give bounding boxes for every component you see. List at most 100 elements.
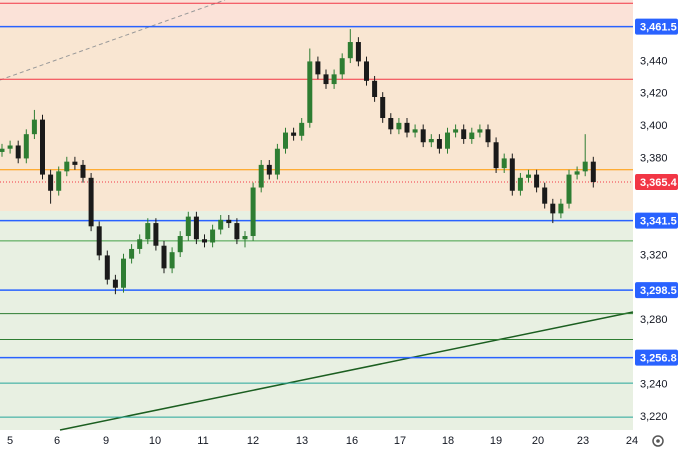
candle-body bbox=[23, 134, 29, 159]
candle-body bbox=[234, 223, 240, 240]
x-tick-label: 16 bbox=[346, 435, 358, 447]
x-tick-label: 19 bbox=[490, 435, 502, 447]
candle-body bbox=[582, 161, 588, 172]
candle-body bbox=[347, 42, 353, 59]
candle-body bbox=[129, 248, 135, 259]
candle-body bbox=[193, 216, 199, 240]
candle-body bbox=[517, 177, 523, 191]
candle-body bbox=[558, 203, 564, 214]
candle-body bbox=[96, 226, 102, 256]
candle-body bbox=[242, 236, 248, 240]
candle-body bbox=[7, 145, 13, 149]
candle-body bbox=[509, 158, 515, 191]
candle-body bbox=[64, 161, 70, 172]
candle-body bbox=[355, 42, 361, 62]
candle-body bbox=[72, 161, 78, 165]
zone-top bbox=[0, 0, 633, 27]
candle-body bbox=[0, 148, 5, 152]
price-badge-label: 3,256.8 bbox=[640, 352, 677, 364]
settings-icon[interactable] bbox=[652, 435, 664, 447]
candle-body bbox=[153, 223, 159, 246]
candle-body bbox=[493, 142, 499, 169]
candle-body bbox=[250, 187, 256, 237]
candle-body bbox=[469, 132, 475, 140]
candle-body bbox=[501, 158, 507, 169]
candle-body bbox=[477, 129, 483, 133]
y-tick-label: 3,440 bbox=[640, 55, 668, 67]
candle-body bbox=[445, 132, 450, 149]
price-badge bbox=[635, 174, 678, 191]
price-badge-label: 3,461.5 bbox=[640, 22, 677, 34]
candle-body bbox=[56, 171, 62, 191]
candle-body bbox=[396, 122, 402, 130]
price-badge bbox=[635, 18, 678, 35]
candle-body bbox=[121, 258, 126, 288]
candle-body bbox=[331, 74, 337, 85]
x-tick-label: 17 bbox=[394, 435, 406, 447]
candle-body bbox=[226, 219, 232, 224]
candle-body bbox=[48, 174, 54, 191]
candle-body bbox=[112, 279, 118, 288]
candle-body bbox=[307, 61, 313, 123]
candle-body bbox=[372, 80, 378, 97]
candle-body bbox=[161, 245, 167, 269]
candle-body bbox=[453, 129, 459, 133]
candle-body bbox=[550, 203, 556, 214]
y-tick-label: 3,220 bbox=[640, 411, 668, 423]
candle-body bbox=[323, 74, 329, 85]
candle-body bbox=[88, 177, 94, 227]
levels bbox=[0, 2, 633, 418]
candle-body bbox=[299, 122, 305, 136]
y-tick-label: 3,320 bbox=[640, 249, 668, 261]
candle-body bbox=[526, 174, 531, 178]
price-badge bbox=[635, 212, 678, 229]
candle-body bbox=[145, 223, 151, 240]
settings-icon-dot bbox=[656, 439, 660, 443]
candle-body bbox=[590, 161, 596, 183]
y-tick-label: 3,380 bbox=[640, 152, 668, 164]
candle-body bbox=[137, 239, 143, 249]
candle-body bbox=[177, 236, 183, 253]
x-tick-label: 11 bbox=[197, 435, 208, 447]
x-tick-label: 13 bbox=[296, 435, 308, 447]
trend-line-dashed bbox=[0, 0, 226, 81]
x-tick-label: 20 bbox=[532, 435, 544, 447]
x-tick-label: 24 bbox=[626, 435, 638, 447]
time-axis bbox=[0, 430, 633, 451]
x-tick-label: 12 bbox=[247, 435, 259, 447]
candle-body bbox=[283, 132, 288, 149]
candle-body bbox=[339, 58, 345, 75]
candle-body bbox=[485, 129, 491, 143]
price-badge-label: 3,365.4 bbox=[640, 177, 678, 189]
candle-body bbox=[534, 174, 540, 188]
candle-body bbox=[258, 164, 264, 188]
candle-body bbox=[185, 216, 191, 237]
candle-body bbox=[104, 255, 110, 280]
candle-body bbox=[80, 164, 86, 178]
x-tick-label: 5 bbox=[7, 435, 13, 447]
candle-body bbox=[428, 139, 434, 143]
candle-body bbox=[364, 61, 369, 81]
candle-body bbox=[31, 119, 37, 135]
x-tick-label: 23 bbox=[577, 435, 589, 447]
candle-body bbox=[566, 174, 572, 204]
candle-body bbox=[542, 187, 548, 204]
price-badge bbox=[635, 349, 678, 366]
price-badge-label: 3,298.5 bbox=[640, 285, 677, 297]
candle-body bbox=[218, 219, 224, 230]
y-tick-label: 3,240 bbox=[640, 379, 668, 391]
candles bbox=[0, 29, 596, 295]
candle-body bbox=[404, 122, 410, 133]
candle-body bbox=[436, 139, 442, 149]
x-tick-label: 6 bbox=[54, 435, 60, 447]
candle-body bbox=[574, 171, 580, 175]
zone-resistance bbox=[0, 27, 633, 211]
candle-body bbox=[388, 118, 394, 130]
y-tick-label: 3,280 bbox=[640, 314, 668, 326]
candle-body bbox=[15, 145, 21, 159]
candle-body bbox=[169, 252, 175, 269]
axes: 3,220 3,240 3,280 3,320 3,380 3,400 3,420 3,440… bbox=[7, 18, 678, 447]
y-tick-label: 3,420 bbox=[640, 88, 668, 100]
candle-body bbox=[315, 61, 321, 75]
